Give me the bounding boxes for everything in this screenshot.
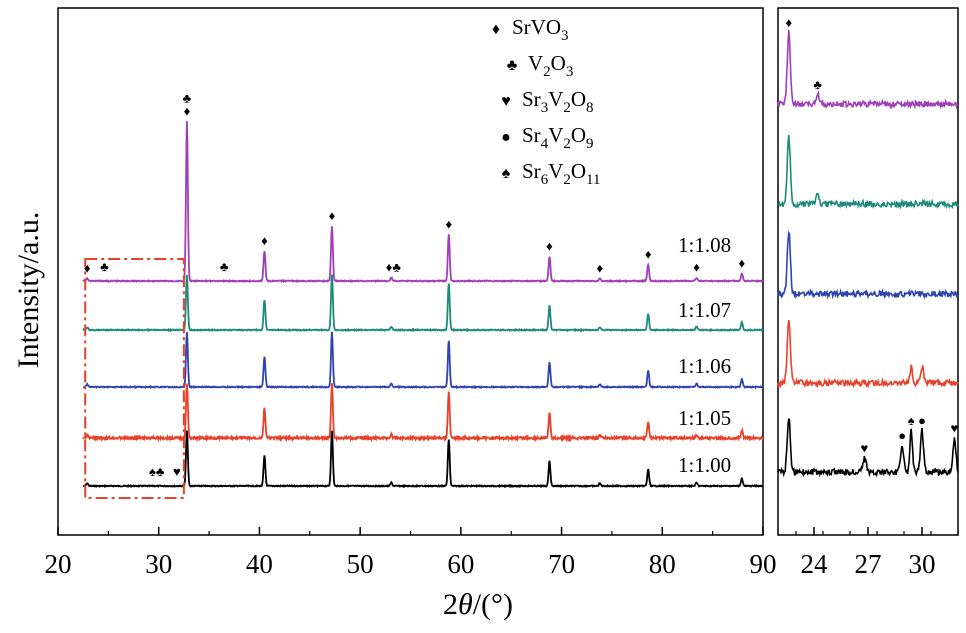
trace-labels: 1:1.00 1:1.05 1:1.06 1:1.07 1:1.08 bbox=[678, 233, 731, 477]
peak-marker: ♦ bbox=[597, 260, 604, 275]
inset-series-line-1107 bbox=[777, 135, 959, 210]
legend-marker: ♣ bbox=[507, 57, 518, 74]
legend-marker: ♦ bbox=[492, 21, 500, 38]
legend-label: SrVO3 bbox=[512, 15, 569, 44]
peak-marker: ♦ bbox=[739, 255, 746, 270]
inset-x-tick-label: 27 bbox=[855, 549, 882, 579]
legend-label: V2O3 bbox=[528, 51, 573, 80]
peak-marker: ♥ bbox=[173, 464, 181, 479]
legend-item: ♣ V2O3 bbox=[507, 51, 574, 80]
peak-marker: ♦ bbox=[546, 238, 553, 253]
legend-marker: ♥ bbox=[501, 93, 511, 110]
x-tick-label: 80 bbox=[649, 549, 676, 579]
trace-label: 1:1.06 bbox=[678, 354, 731, 378]
y-axis-title: Intensity/a.u. bbox=[12, 212, 45, 369]
inset-peak-markers: ♦ ♣ ♥ ●♠ ● ♥ bbox=[785, 15, 958, 456]
peak-marker: ♦ bbox=[645, 247, 652, 262]
peak-marker: ♦ bbox=[261, 233, 268, 248]
inset-peak-marker: ● bbox=[898, 428, 906, 443]
peak-marker: ♣ bbox=[220, 259, 229, 274]
main-peak-markers: ♦ ♣♣♦♣♦♦♦♣♦♦♦♦♦ ♦♠♣ ♥ bbox=[84, 91, 746, 480]
main-plot: ♦ ♣♣♦♣♦♦♦♣♦♦♦♦♦ ♦♠♣ ♥ 1:1.001:1.051:1.061:1… bbox=[45, 7, 777, 579]
x-tick-label: 30 bbox=[145, 549, 172, 579]
peak-marker: ♦ bbox=[445, 216, 452, 231]
x-tick-label: 20 bbox=[45, 549, 72, 579]
series-line-1107 bbox=[82, 274, 764, 333]
trace-label: 1:1.08 bbox=[678, 233, 731, 257]
inset-peak-marker: ♠ bbox=[908, 413, 915, 428]
inset-x-tick-label: 24 bbox=[801, 549, 829, 579]
x-tick-label: 50 bbox=[347, 549, 374, 579]
x-tick-label: 70 bbox=[548, 549, 575, 579]
peak-marker: ♣ bbox=[100, 259, 109, 274]
legend-marker: ♠ bbox=[502, 165, 511, 182]
peak-marker: ♠♣ bbox=[149, 464, 165, 479]
inset-series-line-1105 bbox=[777, 319, 959, 389]
inset-series-line-1106 bbox=[777, 230, 959, 300]
peak-marker: ♦ bbox=[693, 260, 700, 275]
series-line-1106 bbox=[83, 331, 764, 390]
inset-peak-marker: ● bbox=[918, 413, 926, 428]
inset-x-ticks: 24 27 30 bbox=[795, 527, 959, 579]
legend-label: Sr4V2O9 bbox=[522, 123, 594, 152]
inset-series-line-1108 bbox=[777, 29, 959, 110]
peak-marker: ♦ bbox=[84, 260, 91, 275]
series-line-1105 bbox=[82, 383, 764, 443]
trace-label: 1:1.05 bbox=[678, 406, 731, 430]
x-tick-label: 90 bbox=[750, 549, 777, 579]
peak-marker: ♦♣ bbox=[386, 260, 402, 275]
x-tick-label: 40 bbox=[246, 549, 273, 579]
x-tick-label: 60 bbox=[447, 549, 474, 579]
main-series-group bbox=[82, 121, 764, 489]
peak-marker: ♦ bbox=[184, 104, 191, 119]
legend-label: Sr3V2O8 bbox=[522, 87, 594, 116]
trace-label: 1:1.00 bbox=[678, 453, 731, 477]
inset-series-group bbox=[777, 29, 959, 478]
inset-peak-marker: ♦ bbox=[785, 15, 792, 30]
series-line-1108 bbox=[82, 121, 764, 284]
legend-item: ● Sr4V2O9 bbox=[501, 123, 593, 152]
inset-series-line-1100 bbox=[777, 418, 959, 478]
legend: ♦ SrVO3 ♣ V2O3 ♥ Sr3V2O8 ● Sr4V2O9 ♠ Sr6V2O11 bbox=[492, 15, 601, 188]
legend-marker: ● bbox=[501, 129, 511, 146]
inset-x-tick-label: 30 bbox=[909, 549, 936, 579]
legend-item: ♠ Sr6V2O11 bbox=[502, 159, 601, 188]
series-line-1100 bbox=[83, 430, 764, 489]
legend-label: Sr6V2O11 bbox=[522, 159, 600, 188]
peak-marker: ♣ bbox=[183, 91, 192, 106]
inset-range-highlight bbox=[84, 258, 185, 499]
x-axis-title: 2θ/(°) bbox=[443, 588, 513, 621]
inset-plot: ♦ ♣ ♥ ●♠ ● ♥ 24 27 30 bbox=[777, 7, 959, 579]
main-x-ticks: 20 30 40 50 60 70 80 90 bbox=[45, 527, 777, 579]
inset-peak-marker: ♥ bbox=[861, 441, 869, 456]
peak-marker: ♦ bbox=[329, 208, 336, 223]
legend-item: ♦ SrVO3 bbox=[492, 15, 569, 44]
legend-item: ♥ Sr3V2O8 bbox=[501, 87, 593, 116]
inset-peak-marker: ♣ bbox=[813, 77, 822, 92]
trace-label: 1:1.07 bbox=[678, 298, 731, 322]
inset-peak-marker: ♥ bbox=[951, 420, 959, 435]
